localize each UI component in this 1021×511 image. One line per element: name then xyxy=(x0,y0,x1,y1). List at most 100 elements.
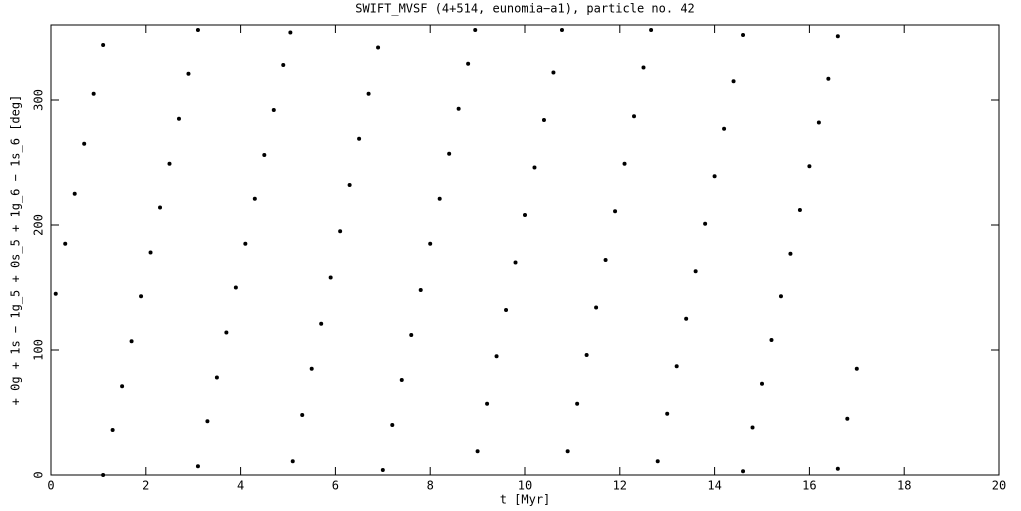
point xyxy=(139,294,144,299)
chart-title: SWIFT_MVSF (4+514, eunomia−a1), particle… xyxy=(355,2,695,16)
point xyxy=(693,269,698,274)
point xyxy=(63,241,68,246)
point xyxy=(158,205,163,210)
y-tick-label: 100 xyxy=(32,339,46,361)
y-tick-label: 200 xyxy=(32,214,46,236)
x-tick-label: 20 xyxy=(992,479,1006,493)
point xyxy=(835,34,840,39)
point xyxy=(224,330,229,335)
point xyxy=(437,196,442,201)
point xyxy=(603,258,608,262)
point xyxy=(129,339,134,344)
point xyxy=(769,338,774,342)
point xyxy=(649,28,654,32)
point xyxy=(485,401,490,406)
point xyxy=(816,120,821,125)
point xyxy=(390,423,395,427)
point xyxy=(532,165,537,170)
point xyxy=(807,164,812,169)
point xyxy=(475,449,480,454)
point xyxy=(559,28,564,32)
point xyxy=(176,116,181,121)
x-tick-label: 14 xyxy=(707,479,721,493)
point xyxy=(513,260,518,265)
point xyxy=(835,466,840,471)
plot-frame xyxy=(50,24,1000,476)
point xyxy=(641,65,646,70)
point xyxy=(845,416,850,421)
point xyxy=(778,294,783,299)
point xyxy=(214,375,219,380)
point xyxy=(281,63,286,67)
point xyxy=(565,449,570,454)
point xyxy=(205,419,210,424)
y-tick-label: 300 xyxy=(32,89,46,111)
x-axis-label: t [Myr] xyxy=(500,493,551,507)
point xyxy=(271,108,276,112)
point xyxy=(148,250,153,255)
x-tick-label: 16 xyxy=(802,479,816,493)
point xyxy=(551,70,556,75)
point xyxy=(504,308,509,312)
x-tick-label: 8 xyxy=(427,479,434,493)
point xyxy=(290,459,295,464)
point xyxy=(309,366,314,371)
point xyxy=(399,378,404,382)
point xyxy=(703,221,708,226)
point xyxy=(674,364,679,369)
point xyxy=(409,333,414,337)
point xyxy=(319,321,324,326)
point xyxy=(760,381,764,386)
point xyxy=(252,196,257,201)
point xyxy=(91,91,96,96)
point xyxy=(428,241,433,246)
point xyxy=(120,384,125,389)
point xyxy=(731,79,736,84)
point xyxy=(110,428,115,432)
point xyxy=(684,316,689,321)
x-tick-label: 12 xyxy=(613,479,627,493)
point xyxy=(101,43,106,47)
point xyxy=(594,305,599,310)
point xyxy=(722,126,727,131)
point xyxy=(243,241,248,246)
point xyxy=(523,213,527,217)
point xyxy=(466,61,471,66)
x-tick-label: 18 xyxy=(897,479,911,493)
point xyxy=(622,161,627,166)
point xyxy=(456,106,461,111)
point xyxy=(376,45,381,50)
point xyxy=(195,28,200,32)
point xyxy=(575,401,580,406)
point xyxy=(584,353,589,357)
point xyxy=(741,469,746,474)
point xyxy=(613,209,618,214)
y-tick-label: 0 xyxy=(32,471,46,478)
x-tick-label: 2 xyxy=(142,479,149,493)
point xyxy=(854,366,859,371)
point xyxy=(712,174,717,179)
point xyxy=(357,136,362,141)
point xyxy=(82,141,87,146)
point xyxy=(347,183,352,187)
point xyxy=(473,28,478,32)
point xyxy=(101,473,106,477)
point xyxy=(797,208,802,212)
point xyxy=(380,468,385,472)
x-tick-label: 4 xyxy=(237,479,244,493)
point xyxy=(53,291,58,296)
point xyxy=(338,229,343,234)
point xyxy=(233,285,238,290)
x-tick-label: 6 xyxy=(332,479,339,493)
point xyxy=(186,71,191,76)
point xyxy=(632,114,637,119)
point xyxy=(655,459,660,464)
point xyxy=(328,275,333,280)
point xyxy=(665,411,670,416)
point xyxy=(750,425,755,430)
point xyxy=(447,151,452,156)
point xyxy=(195,464,200,469)
point xyxy=(300,413,305,417)
